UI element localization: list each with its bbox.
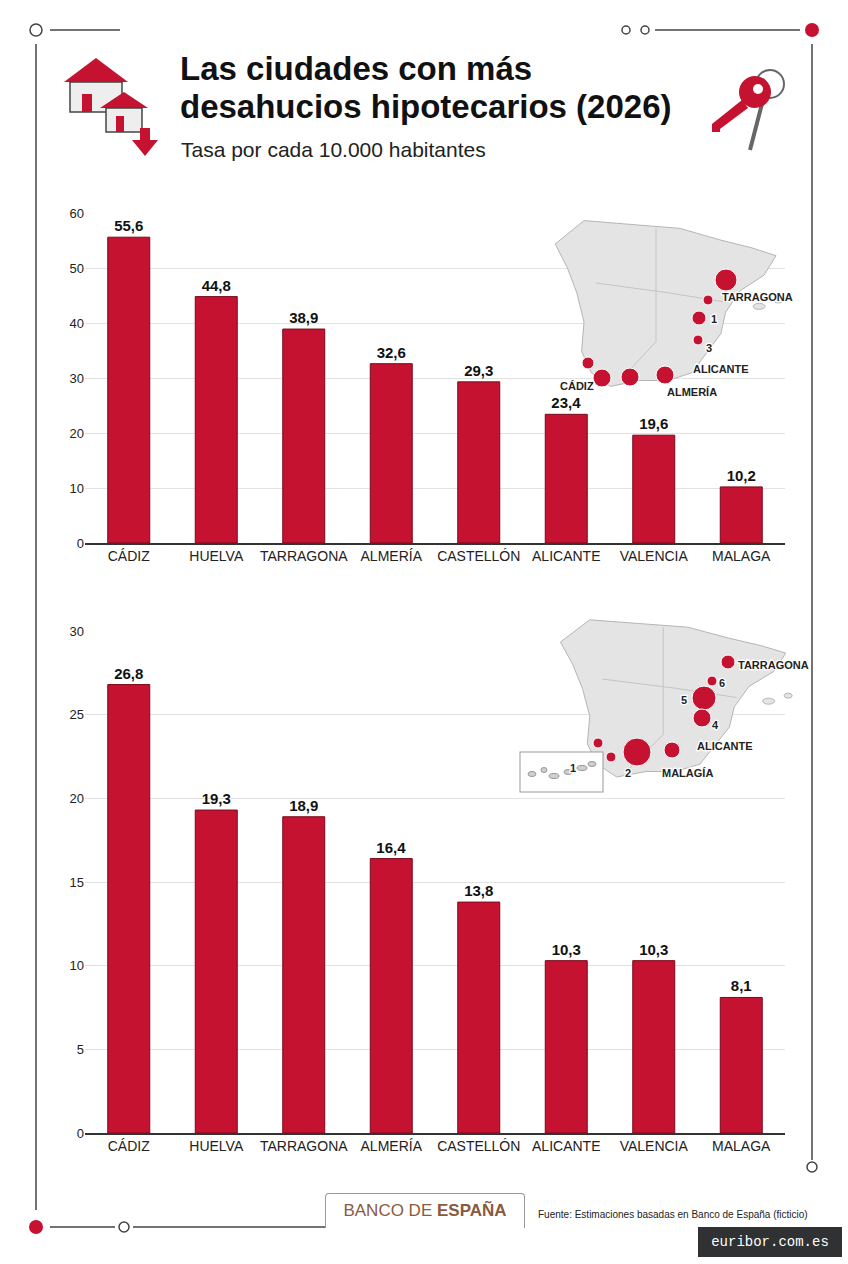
svg-text:CÁDIZ: CÁDIZ: [560, 380, 594, 392]
svg-text:26,8: 26,8: [114, 665, 143, 682]
html-text:Las ciudades con más desahucio: Las ciudades con más desahucios hipoteca…: [180, 50, 672, 125]
svg-text:TARRAGONA: TARRAGONA: [260, 548, 348, 564]
svg-text:32,6: 32,6: [377, 344, 406, 361]
svg-text:30: 30: [70, 624, 84, 639]
svg-text:MALAGA: MALAGA: [712, 548, 771, 564]
svg-text:TARRAGONA: TARRAGONA: [260, 1138, 348, 1154]
svg-text:29,3: 29,3: [464, 362, 493, 379]
svg-text:0: 0: [77, 1126, 84, 1141]
svg-text:15: 15: [70, 875, 84, 890]
svg-text:10: 10: [70, 958, 84, 973]
svg-text:CÁDIZ: CÁDIZ: [108, 1138, 150, 1154]
svg-text:10,3: 10,3: [552, 941, 581, 958]
svg-text:8,1: 8,1: [731, 977, 752, 994]
svg-text:TARRAGONA: TARRAGONA: [722, 291, 793, 303]
svg-text:MALAGÍA: MALAGÍA: [662, 767, 713, 779]
svg-text:30: 30: [70, 371, 84, 386]
svg-text:ALMERÍA: ALMERÍA: [361, 548, 423, 564]
svg-text:MALAGA: MALAGA: [712, 1138, 771, 1154]
svg-text:13,8: 13,8: [464, 882, 493, 899]
svg-text:5: 5: [681, 694, 687, 706]
svg-text:10,2: 10,2: [727, 467, 756, 484]
svg-text:19,3: 19,3: [202, 790, 231, 807]
html-text:Tasa por cada 10.000 habitante: Tasa por cada 10.000 habitantes: [181, 138, 486, 161]
svg-text:23,4: 23,4: [551, 394, 581, 411]
svg-text:HUELVA: HUELVA: [189, 1138, 244, 1154]
svg-text:ALICANTE: ALICANTE: [532, 1138, 600, 1154]
svg-text:VALENCIA: VALENCIA: [620, 548, 689, 564]
svg-text:TARRAGONA: TARRAGONA: [738, 659, 809, 671]
html-text:euribor.com.es: euribor.com.es: [711, 1234, 829, 1250]
svg-text:HUELVA: HUELVA: [189, 548, 244, 564]
svg-text:VALENCIA: VALENCIA: [620, 1138, 689, 1154]
svg-text:1: 1: [711, 313, 717, 325]
svg-text:CÁDIZ: CÁDIZ: [108, 548, 150, 564]
svg-text:20: 20: [70, 426, 84, 441]
svg-text:ALICANTE: ALICANTE: [532, 548, 600, 564]
svg-text:1: 1: [570, 762, 576, 774]
svg-text:60: 60: [70, 206, 84, 221]
svg-text:20: 20: [70, 791, 84, 806]
svg-text:38,9: 38,9: [289, 309, 318, 326]
svg-text:40: 40: [70, 316, 84, 331]
svg-text:4: 4: [712, 719, 719, 731]
svg-text:5: 5: [77, 1042, 84, 1057]
svg-text:50: 50: [70, 261, 84, 276]
svg-text:25: 25: [70, 707, 84, 722]
html-text:BANCO DE ESPAÑA: BANCO DE ESPAÑA: [343, 1201, 507, 1220]
svg-text:CASTELLÓN: CASTELLÓN: [437, 1138, 520, 1154]
svg-text:2: 2: [625, 767, 631, 779]
svg-text:ALMERÍA: ALMERÍA: [361, 1138, 423, 1154]
svg-text:ALICANTE: ALICANTE: [697, 740, 753, 752]
svg-text:3: 3: [706, 342, 712, 354]
svg-text:55,6: 55,6: [114, 217, 143, 234]
svg-text:10: 10: [70, 481, 84, 496]
svg-text:10,3: 10,3: [639, 941, 668, 958]
svg-text:0: 0: [77, 536, 84, 551]
html-text:Fuente: Estimaciones basadas e: Fuente: Estimaciones basadas en Banco de…: [538, 1209, 808, 1220]
svg-text:ALICANTE: ALICANTE: [693, 363, 749, 375]
svg-text:6: 6: [719, 677, 725, 689]
svg-text:ALMERÍA: ALMERÍA: [667, 386, 717, 398]
svg-text:16,4: 16,4: [376, 839, 406, 856]
svg-text:44,8: 44,8: [202, 277, 231, 294]
svg-text:18,9: 18,9: [289, 797, 318, 814]
svg-text:19,6: 19,6: [639, 415, 668, 432]
svg-text:CASTELLÓN: CASTELLÓN: [437, 548, 520, 564]
